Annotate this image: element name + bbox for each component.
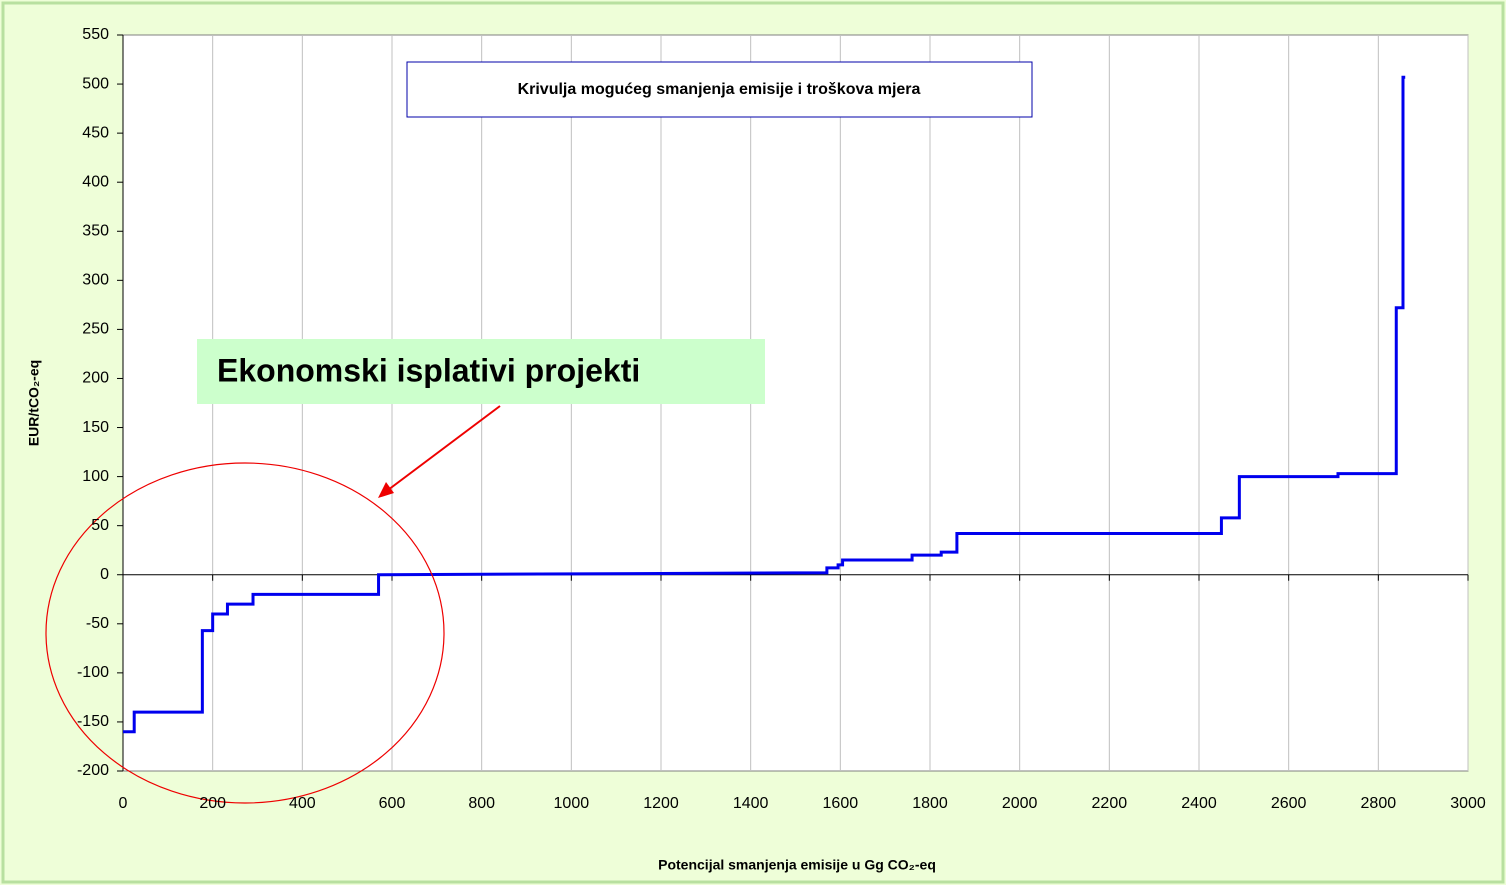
y-tick-label: 100 [82,468,109,485]
title-box [406,61,1033,118]
x-tick-label: 2400 [1181,795,1217,812]
x-tick-label: 1600 [823,795,859,812]
x-tick-label: 1800 [912,795,948,812]
y-tick-label: -200 [77,762,109,779]
annotation-box [197,339,765,404]
y-tick-label: 300 [82,272,109,289]
y-tick-label: 250 [82,321,109,338]
x-tick-label: 3000 [1450,795,1486,812]
series [123,75,1406,734]
x-tick-label: 2800 [1361,795,1397,812]
arrow-head [378,482,394,498]
line-series [123,75,1406,734]
y-tick-label: 200 [82,370,109,387]
highlight-ellipse [45,462,445,804]
x-tick-label: 1400 [733,795,769,812]
x-tick-label: 2200 [1092,795,1128,812]
y-tick-label: 150 [82,419,109,436]
y-tick-label: 0 [100,566,109,583]
x-tick-label: 2600 [1271,795,1307,812]
y-tick-label: -100 [77,664,109,681]
y-tick-label: 450 [82,124,109,141]
x-tick-label: 200 [199,795,226,812]
y-tick-label: -150 [77,713,109,730]
x-tick-label: 400 [289,795,316,812]
x-tick-label: 800 [468,795,495,812]
y-tick-label: 350 [82,222,109,239]
y-axis-label: EUR/tCO₂-eq [26,360,42,446]
x-tick-label: 1000 [554,795,590,812]
y-tick-label: 550 [82,26,109,43]
x-tick-label: 0 [119,795,128,812]
x-tick-label: 2000 [1002,795,1038,812]
annotation: Ekonomski isplativi projekti [217,352,640,388]
y-tick-label: 500 [82,75,109,92]
y-tick-label: -50 [86,615,109,632]
x-axis-label: Potencijal smanjenja emisije u Gg CO₂-eq [658,857,936,873]
x-tick-label: 600 [379,795,406,812]
y-tick-label: 50 [91,517,109,534]
y-tick-label: 400 [82,173,109,190]
chart-title: Krivulja mogućeg smanjenja emisije i tro… [518,81,921,98]
x-tick-label: 1200 [643,795,679,812]
arrow-line [387,405,501,491]
